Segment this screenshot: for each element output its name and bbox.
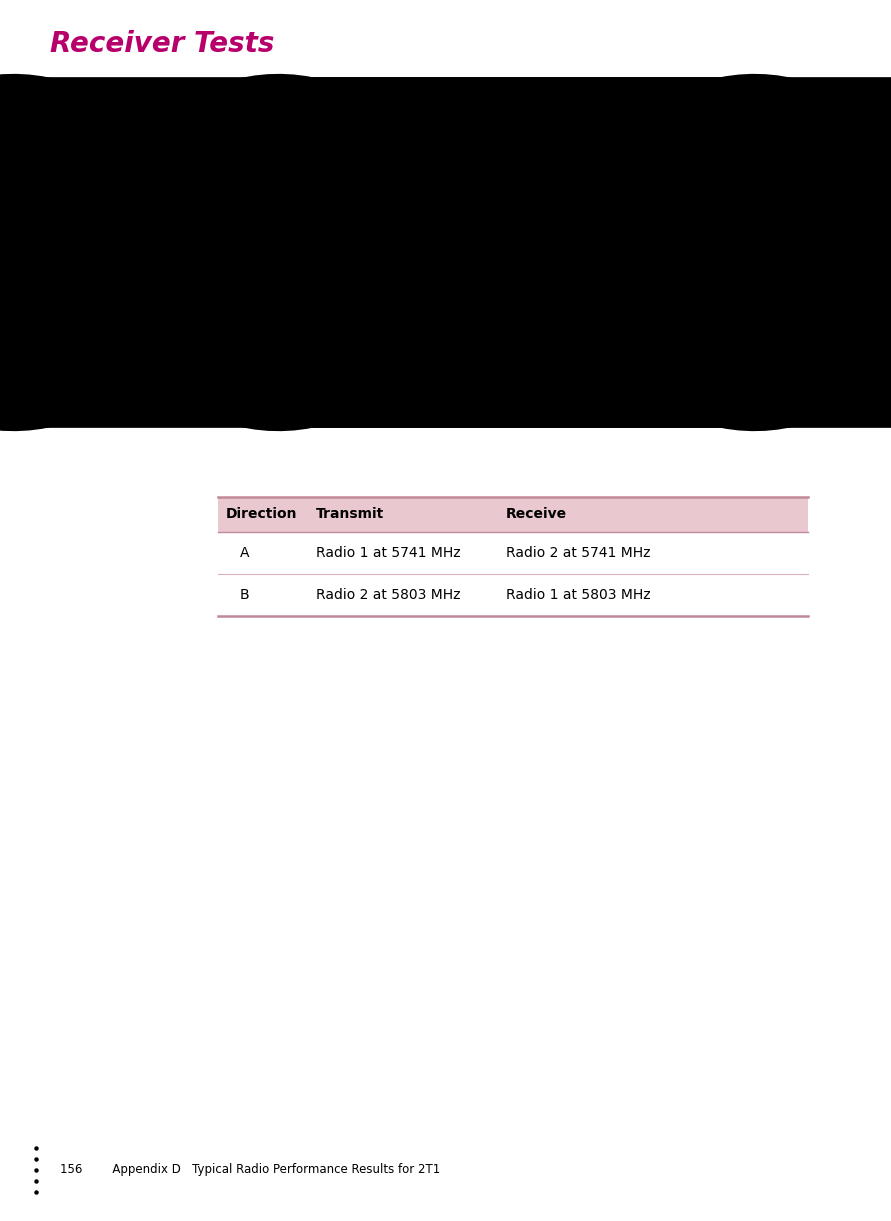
Bar <box>218 210 353 295</box>
Text: Radio 1: Radio 1 <box>259 245 312 260</box>
Text: Direction: Direction <box>226 508 298 521</box>
Text: A: A <box>240 546 249 560</box>
Text: 156        Appendix D   Typical Radio Performance Results for 2T1: 156 Appendix D Typical Radio Performance… <box>60 1164 440 1177</box>
Text: Radio 2 at 5741 MHz: Radio 2 at 5741 MHz <box>506 546 650 560</box>
Text: Receiver Tests: Receiver Tests <box>50 31 274 59</box>
Text: Receive: Receive <box>506 508 568 521</box>
Text: Radio 1 at 5741 MHz: Radio 1 at 5741 MHz <box>316 546 461 560</box>
Bar <box>680 343 890 418</box>
Bar <box>218 343 353 418</box>
Text: Radio 1 at 5803 MHz: Radio 1 at 5803 MHz <box>506 589 650 602</box>
Text: Test Setup: Test Setup <box>220 95 353 115</box>
Text: BERT: BERT <box>767 374 803 387</box>
Bar <box>218 497 808 532</box>
Text: Variable
Attenuator: Variable Attenuator <box>443 237 518 267</box>
Bar <box>680 208 890 293</box>
Text: BERT: BERT <box>268 374 303 387</box>
Bar <box>218 574 808 617</box>
Text: Figure D-2: Figure D-2 <box>218 151 308 167</box>
Bar <box>218 532 808 574</box>
Text: Radio 2 at 5803 MHz: Radio 2 at 5803 MHz <box>316 589 461 602</box>
Text: B: B <box>240 589 249 602</box>
Text: Receiver test setup: Receiver test setup <box>355 151 522 167</box>
Text: 40 to 130 dB: 40 to 130 dB <box>467 193 553 206</box>
Text: Transmit: Transmit <box>316 508 384 521</box>
Bar <box>415 208 545 295</box>
Text: Radio 2: Radio 2 <box>759 243 811 258</box>
